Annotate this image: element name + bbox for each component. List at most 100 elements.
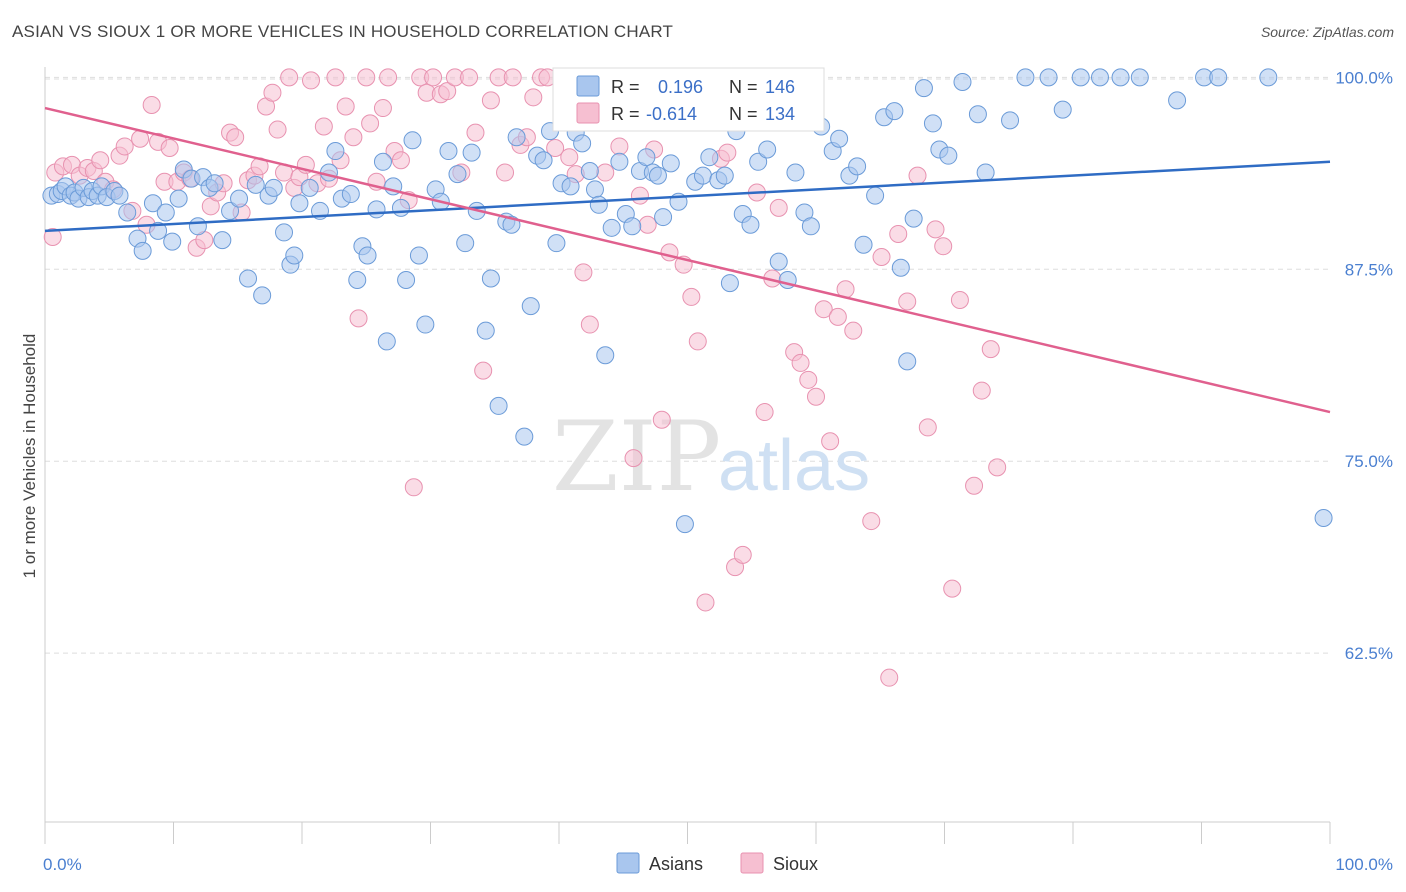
asians-point bbox=[953, 72, 972, 91]
asians-point bbox=[149, 221, 168, 240]
sioux-point bbox=[624, 449, 643, 468]
sioux-point bbox=[950, 290, 969, 309]
sioux-point bbox=[630, 186, 649, 205]
sioux-point bbox=[682, 287, 701, 306]
asians-point bbox=[377, 332, 396, 351]
sioux-point bbox=[889, 224, 908, 243]
asians-point bbox=[1071, 68, 1090, 87]
asians-point bbox=[675, 515, 694, 534]
sioux-point bbox=[821, 432, 840, 451]
sioux-point bbox=[872, 247, 891, 266]
asians-point bbox=[285, 246, 304, 265]
y-tick-label: 75.0% bbox=[1345, 452, 1393, 471]
asians-point bbox=[358, 246, 377, 265]
sioux-point bbox=[769, 198, 788, 217]
sioux-point bbox=[496, 163, 515, 182]
sioux-point bbox=[610, 137, 629, 156]
asians-point bbox=[507, 128, 526, 147]
legend-asians-label: Asians bbox=[649, 854, 703, 874]
asians-point bbox=[758, 140, 777, 159]
asians-point bbox=[1130, 68, 1149, 87]
asians-point bbox=[715, 166, 734, 185]
asians-point bbox=[275, 223, 294, 242]
sioux-point bbox=[898, 292, 917, 311]
asians-point bbox=[143, 194, 162, 213]
sioux-point bbox=[460, 68, 479, 87]
asians-point bbox=[589, 195, 608, 214]
asians-point bbox=[476, 321, 495, 340]
sioux-point bbox=[688, 332, 707, 351]
sioux-point bbox=[438, 82, 457, 101]
asians-point bbox=[786, 163, 805, 182]
asians-point bbox=[898, 352, 917, 371]
asians-point bbox=[409, 246, 428, 265]
asians-point bbox=[188, 217, 207, 236]
sioux-point bbox=[91, 151, 110, 170]
asians-point bbox=[403, 131, 422, 150]
sioux-n-value: 134 bbox=[765, 104, 795, 124]
asians-r-label: R = bbox=[611, 77, 640, 97]
asians-point bbox=[741, 215, 760, 234]
asians-point bbox=[118, 203, 137, 222]
asians-point bbox=[521, 297, 540, 316]
sioux-point bbox=[918, 418, 937, 437]
sioux-point bbox=[424, 68, 443, 87]
asians-point bbox=[253, 286, 272, 305]
asians-point bbox=[1090, 68, 1109, 87]
asians-point bbox=[623, 217, 642, 236]
y-tick-label: 100.0% bbox=[1335, 68, 1393, 87]
chart-title: ASIAN VS SIOUX 1 OR MORE VEHICLES IN HOU… bbox=[12, 22, 674, 41]
sioux-point bbox=[862, 512, 881, 531]
asians-point bbox=[585, 180, 604, 199]
asians-point bbox=[1259, 68, 1278, 87]
asians-point bbox=[397, 271, 416, 290]
series-legend: Asians Sioux bbox=[616, 852, 818, 874]
asians-point bbox=[1053, 100, 1072, 119]
y-tick-label: 87.5% bbox=[1345, 260, 1393, 279]
sioux-trend-line bbox=[44, 106, 1331, 414]
asians-point bbox=[221, 201, 240, 220]
asians-point bbox=[246, 175, 265, 194]
asians-n-label: N = bbox=[729, 77, 758, 97]
asians-point bbox=[348, 271, 367, 290]
sioux-point bbox=[755, 403, 774, 422]
asians-point bbox=[693, 166, 712, 185]
asians-point bbox=[110, 186, 129, 205]
asians-point bbox=[489, 396, 508, 415]
asians-point bbox=[854, 235, 873, 254]
asians-point bbox=[1039, 68, 1058, 87]
sioux-point bbox=[981, 340, 1000, 359]
watermark-atlas: atlas bbox=[718, 426, 870, 506]
asians-point bbox=[720, 274, 739, 293]
sioux-point bbox=[361, 114, 380, 133]
asians-point bbox=[264, 178, 283, 197]
sioux-point bbox=[908, 166, 927, 185]
asians-point bbox=[596, 346, 615, 365]
asians-point bbox=[968, 105, 987, 124]
sioux-point bbox=[574, 263, 593, 282]
asians-point bbox=[1314, 509, 1333, 527]
asians-point bbox=[213, 231, 232, 250]
asians-point bbox=[573, 134, 592, 153]
sioux-point bbox=[844, 321, 863, 340]
asians-swatch bbox=[576, 75, 600, 97]
y-tick-label: 62.5% bbox=[1345, 644, 1393, 663]
asians-point bbox=[830, 129, 849, 148]
sioux-point bbox=[474, 361, 493, 380]
asians-points bbox=[42, 68, 1333, 534]
sioux-point bbox=[814, 300, 833, 319]
asians-point bbox=[700, 148, 719, 167]
asians-point bbox=[1209, 68, 1228, 87]
asians-point bbox=[341, 185, 360, 204]
asians-point bbox=[904, 209, 923, 228]
asians-point bbox=[319, 163, 338, 182]
stats-legend: R = 0.196 N = 146 R = -0.614 N = 134 bbox=[552, 67, 825, 132]
sioux-point bbox=[943, 579, 962, 598]
asians-point bbox=[163, 232, 182, 251]
sioux-point bbox=[972, 381, 991, 400]
y-axis-label: 1 or more Vehicles in Household bbox=[20, 334, 39, 579]
sioux-point bbox=[934, 237, 953, 256]
sioux-point bbox=[546, 138, 565, 157]
sioux-point bbox=[466, 123, 485, 142]
